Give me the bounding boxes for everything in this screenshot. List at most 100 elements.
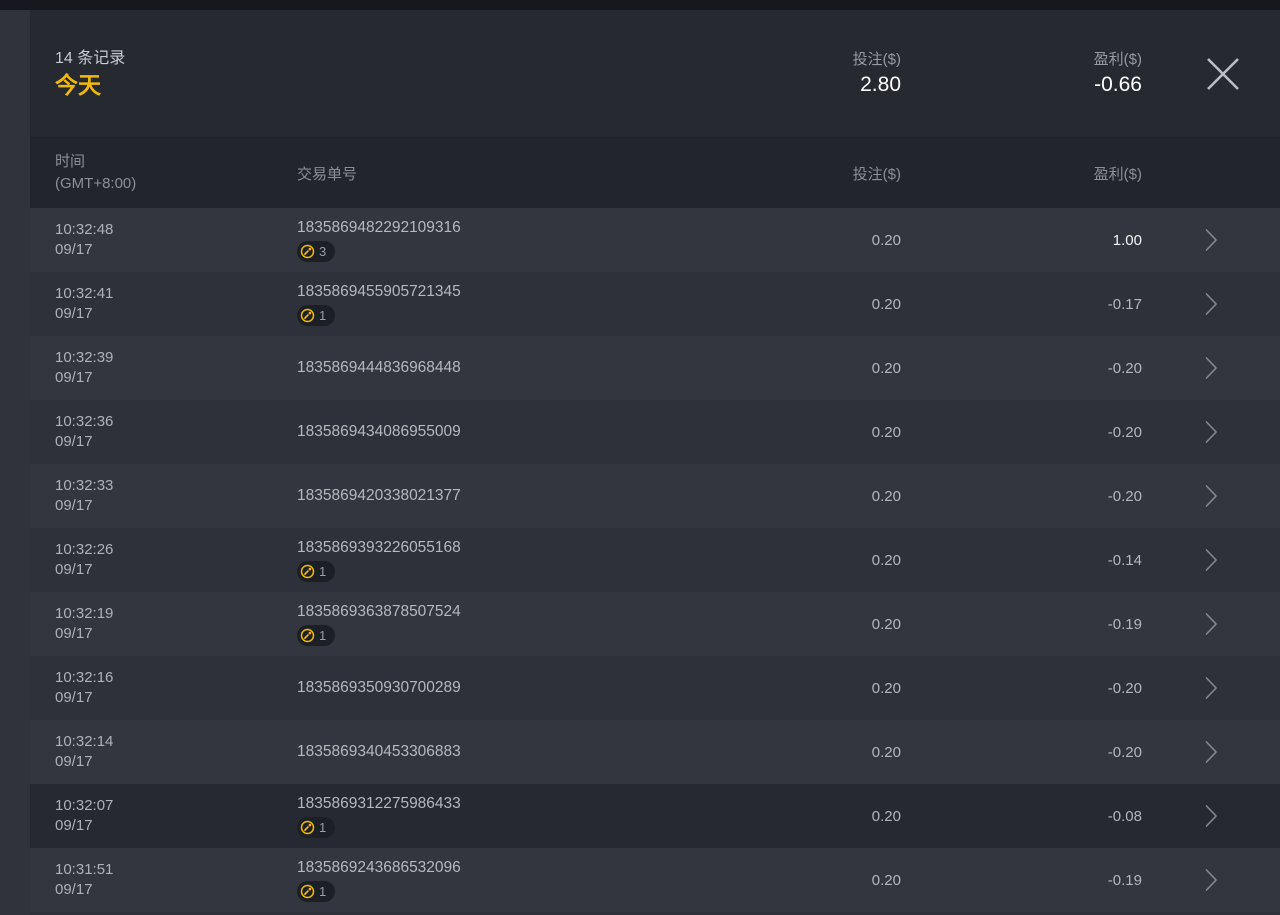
row-date-value: 09/17 <box>55 561 93 578</box>
table-row[interactable]: 10:32:07 09/17 1835869312275986433 1 0.2… <box>30 784 1280 848</box>
chevron-right-icon <box>1205 868 1218 892</box>
records-count: 14 条记录 <box>55 49 126 67</box>
table-row[interactable]: 10:32:41 09/17 1835869455905721345 1 0.2… <box>30 272 1280 336</box>
table-row[interactable]: 10:32:33 09/17 1835869420338021377 0.20 … <box>30 464 1280 528</box>
bet-count-badge: 1 <box>297 881 336 902</box>
total-profit-stat: 盈利($) -0.66 <box>901 49 1142 99</box>
table-row[interactable]: 10:32:19 09/17 1835869363878507524 1 0.2… <box>30 592 1280 656</box>
column-header-time-line2: (GMT+8:00) <box>55 175 137 192</box>
row-order-id: 1835869312275986433 <box>297 795 461 812</box>
row-time: 10:32:14 09/17 <box>30 732 297 772</box>
total-bet-label: 投注($) <box>852 50 901 68</box>
bet-records-modal: 14 条记录 今天 投注($) 2.80 盈利($) -0.66 <box>30 10 1280 915</box>
row-time: 10:32:48 09/17 <box>30 220 297 260</box>
row-profit-value: -0.20 <box>1107 679 1142 697</box>
table-row[interactable]: 10:32:16 09/17 1835869350930700289 0.20 … <box>30 656 1280 720</box>
row-chevron[interactable] <box>1142 292 1280 316</box>
row-profit-value: -0.17 <box>1107 295 1142 313</box>
row-profit-value: 1.00 <box>1112 231 1142 249</box>
total-bet-value: 2.80 <box>860 72 901 96</box>
bet-count-badge: 1 <box>297 561 336 582</box>
row-order: 1835869312275986433 1 <box>297 794 634 838</box>
row-time: 10:31:51 09/17 <box>30 860 297 900</box>
row-order-id: 1835869455905721345 <box>297 283 461 300</box>
row-bet-value: 0.20 <box>871 743 901 761</box>
coin-percent-icon <box>300 244 315 259</box>
row-profit-value: -0.19 <box>1107 871 1142 889</box>
bet-count-value: 3 <box>319 244 327 259</box>
row-bet-value: 0.20 <box>871 295 901 313</box>
row-chevron[interactable] <box>1142 676 1280 700</box>
bet-count-badge: 1 <box>297 817 336 838</box>
row-time-value: 10:32:48 <box>55 221 114 238</box>
row-bet-value: 0.20 <box>871 807 901 825</box>
chevron-right-icon <box>1205 292 1218 316</box>
row-order: 1835869243686532096 1 <box>297 858 634 902</box>
chevron-right-icon <box>1205 612 1218 636</box>
coin-percent-icon <box>300 564 315 579</box>
row-time-value: 10:32:33 <box>55 477 114 494</box>
table-row[interactable]: 10:32:39 09/17 1835869444836968448 0.20 … <box>30 336 1280 400</box>
table-row[interactable]: 10:32:14 09/17 1835869340453306883 0.20 … <box>30 720 1280 784</box>
table-row[interactable]: 10:32:48 09/17 1835869482292109316 3 0.2… <box>30 208 1280 272</box>
row-profit-value: -0.08 <box>1107 807 1142 825</box>
row-chevron[interactable] <box>1142 228 1280 252</box>
row-order: 1835869393226055168 1 <box>297 538 634 582</box>
row-order-id: 1835869444836968448 <box>297 359 461 376</box>
row-time-value: 10:32:41 <box>55 285 114 302</box>
row-bet-value: 0.20 <box>871 423 901 441</box>
row-time: 10:32:39 09/17 <box>30 348 297 388</box>
chevron-right-icon <box>1205 356 1218 380</box>
row-order-id: 1835869420338021377 <box>297 487 461 504</box>
row-time-value: 10:32:07 <box>55 797 114 814</box>
row-bet-value: 0.20 <box>871 487 901 505</box>
row-time: 10:32:07 09/17 <box>30 796 297 836</box>
chevron-right-icon <box>1205 740 1218 764</box>
row-order: 1835869444836968448 <box>297 358 634 378</box>
table-row[interactable]: 10:32:36 09/17 1835869434086955009 0.20 … <box>30 400 1280 464</box>
bet-count-value: 1 <box>319 820 327 835</box>
row-chevron[interactable] <box>1142 356 1280 380</box>
row-date-value: 09/17 <box>55 497 93 514</box>
row-order: 1835869340453306883 <box>297 742 634 762</box>
table-row[interactable]: 10:32:26 09/17 1835869393226055168 1 0.2… <box>30 528 1280 592</box>
coin-percent-icon <box>300 884 315 899</box>
row-chevron[interactable] <box>1142 804 1280 828</box>
row-profit-value: -0.14 <box>1107 551 1142 569</box>
row-order: 1835869363878507524 1 <box>297 602 634 646</box>
close-button[interactable] <box>1200 52 1246 98</box>
row-time: 10:32:26 09/17 <box>30 540 297 580</box>
row-time-value: 10:32:39 <box>55 349 114 366</box>
row-order-id: 1835869434086955009 <box>297 423 461 440</box>
column-header-profit: 盈利($) <box>1093 165 1142 183</box>
bet-count-value: 1 <box>319 564 327 579</box>
row-chevron[interactable] <box>1142 868 1280 892</box>
row-time-value: 10:32:19 <box>55 605 114 622</box>
row-chevron[interactable] <box>1142 740 1280 764</box>
row-order-id: 1835869243686532096 <box>297 859 461 876</box>
table-row[interactable]: 10:31:51 09/17 1835869243686532096 1 0.2… <box>30 848 1280 912</box>
table-header: 时间 (GMT+8:00) 交易单号 投注($) 盈利($) <box>30 138 1280 208</box>
row-time: 10:32:16 09/17 <box>30 668 297 708</box>
column-header-bet: 投注($) <box>852 165 901 183</box>
row-date-value: 09/17 <box>55 689 93 706</box>
row-chevron[interactable] <box>1142 420 1280 444</box>
coin-percent-icon <box>300 820 315 835</box>
chevron-right-icon <box>1205 804 1218 828</box>
row-order-id: 1835869393226055168 <box>297 539 461 556</box>
chevron-right-icon <box>1205 676 1218 700</box>
row-order: 1835869455905721345 1 <box>297 282 634 326</box>
row-date-value: 09/17 <box>55 625 93 642</box>
summary-header: 14 条记录 今天 投注($) 2.80 盈利($) -0.66 <box>30 10 1280 138</box>
row-time: 10:32:19 09/17 <box>30 604 297 644</box>
bet-count-value: 1 <box>319 308 327 323</box>
row-bet-value: 0.20 <box>871 679 901 697</box>
row-chevron[interactable] <box>1142 612 1280 636</box>
row-profit-value: -0.20 <box>1107 743 1142 761</box>
chevron-right-icon <box>1205 484 1218 508</box>
row-chevron[interactable] <box>1142 484 1280 508</box>
row-chevron[interactable] <box>1142 548 1280 572</box>
total-bet-stat: 投注($) 2.80 <box>634 49 901 99</box>
row-time: 10:32:36 09/17 <box>30 412 297 452</box>
